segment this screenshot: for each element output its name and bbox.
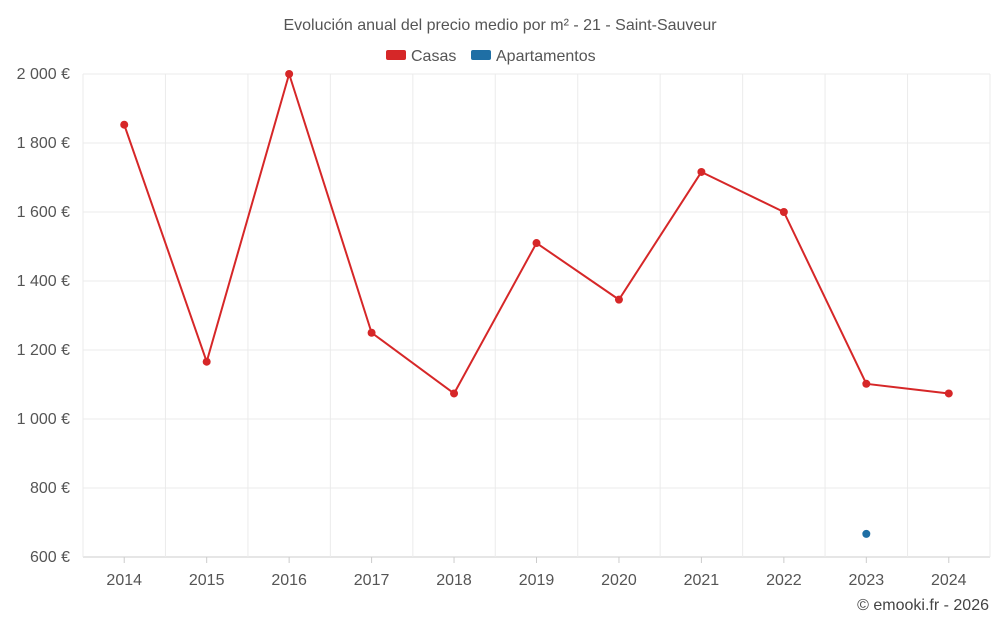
- x-tick-label: 2015: [189, 572, 225, 589]
- data-point-casas[interactable]: [367, 328, 376, 337]
- x-tick-label: 2021: [684, 572, 720, 589]
- x-tick-label: 2014: [106, 572, 142, 589]
- data-point-casas[interactable]: [532, 239, 541, 248]
- y-tick-label: 1 400 €: [17, 273, 70, 290]
- data-point-casas[interactable]: [450, 389, 459, 398]
- data-point-apartamentos[interactable]: [862, 529, 871, 538]
- x-tick-label: 2017: [354, 572, 390, 589]
- y-tick-label: 1 800 €: [17, 135, 70, 152]
- legend-label-casas: Casas: [411, 48, 456, 65]
- grid: [82, 73, 991, 558]
- chart-title: Evolución anual del precio medio por m² …: [283, 17, 717, 34]
- data-point-casas[interactable]: [614, 295, 623, 304]
- y-tick-label: 800 €: [30, 480, 70, 497]
- x-tick-label: 2023: [849, 572, 885, 589]
- y-tick-label: 2 000 €: [17, 66, 70, 83]
- x-tick-label: 2020: [601, 572, 637, 589]
- data-point-casas[interactable]: [944, 389, 953, 398]
- x-tick-label: 2022: [766, 572, 802, 589]
- legend-item-apartamentos[interactable]: Apartamentos: [471, 48, 596, 65]
- data-point-casas[interactable]: [697, 167, 706, 176]
- series: [120, 70, 953, 538]
- y-tick-label: 1 000 €: [17, 411, 70, 428]
- data-point-casas[interactable]: [779, 208, 788, 216]
- x-tick-label: 2024: [931, 572, 967, 589]
- x-tick-label: 2016: [271, 572, 307, 589]
- legend-swatch-casas: [386, 50, 406, 60]
- credit-text: © emooki.fr - 2026: [857, 597, 989, 614]
- y-tick-label: 1 600 €: [17, 204, 70, 221]
- data-point-casas[interactable]: [120, 120, 129, 129]
- y-axis-ticks: 600 € 800 € 1 000 € 1 200 € 1 400 € 1 600 € 1 …: [17, 66, 70, 566]
- x-tick-label: 2019: [519, 572, 555, 589]
- data-point-casas[interactable]: [202, 357, 211, 366]
- y-tick-label: 600 €: [30, 549, 70, 566]
- data-point-casas[interactable]: [285, 70, 294, 78]
- legend: Casas Apartamentos: [386, 48, 596, 65]
- x-tick-label: 2018: [436, 572, 472, 589]
- legend-label-apartamentos: Apartamentos: [496, 48, 596, 65]
- data-point-casas[interactable]: [862, 379, 871, 388]
- x-axis-ticks: 2014 2015 2016 2017 2018 2019 2020 2021 2022 2023…: [106, 557, 967, 589]
- legend-item-casas[interactable]: Casas: [386, 48, 456, 65]
- legend-swatch-apartamentos: [471, 50, 491, 60]
- y-tick-label: 1 200 €: [17, 342, 70, 359]
